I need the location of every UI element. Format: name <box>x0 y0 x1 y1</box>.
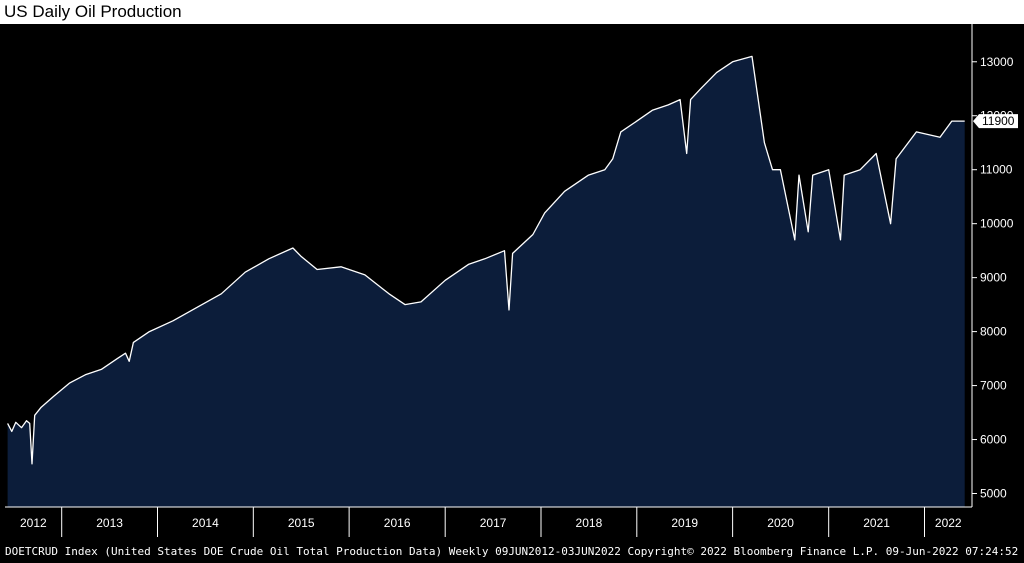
y-tick-label: 13000 <box>980 55 1014 69</box>
x-tick-label: 2021 <box>863 516 890 530</box>
y-tick-label: 8000 <box>980 325 1007 339</box>
x-tick-label: 2020 <box>767 516 794 530</box>
last-value-box <box>973 114 1018 129</box>
x-tick-label: 2017 <box>480 516 507 530</box>
x-tick-label: 2019 <box>671 516 698 530</box>
y-tick-label: 9000 <box>980 271 1007 285</box>
y-tick-label: 5000 <box>980 487 1007 501</box>
y-tick-label: 10000 <box>980 217 1014 231</box>
chart-title: US Daily Oil Production <box>4 2 182 21</box>
x-tick-label: 2015 <box>288 516 315 530</box>
last-value-label: 11900 <box>982 114 1015 128</box>
x-tick-label: 2013 <box>96 516 123 530</box>
production-line <box>7 55 965 465</box>
y-tick-label: 11000 <box>980 163 1013 177</box>
x-tick-label: 2012 <box>20 516 47 530</box>
x-tick-label: 2022 <box>935 516 962 530</box>
production-area <box>7 56 965 508</box>
x-tick-label: 2018 <box>576 516 603 530</box>
x-tick-label: 2014 <box>192 516 219 530</box>
x-tick-label: 2016 <box>384 516 411 530</box>
y-tick-label: 7000 <box>980 379 1007 393</box>
chart-footer: DOETCRUD Index (United States DOE Crude … <box>5 545 1018 558</box>
y-tick-label: 6000 <box>980 433 1007 447</box>
oil-production-chart: 5000600070008000900010000110001200013000… <box>0 24 1024 563</box>
